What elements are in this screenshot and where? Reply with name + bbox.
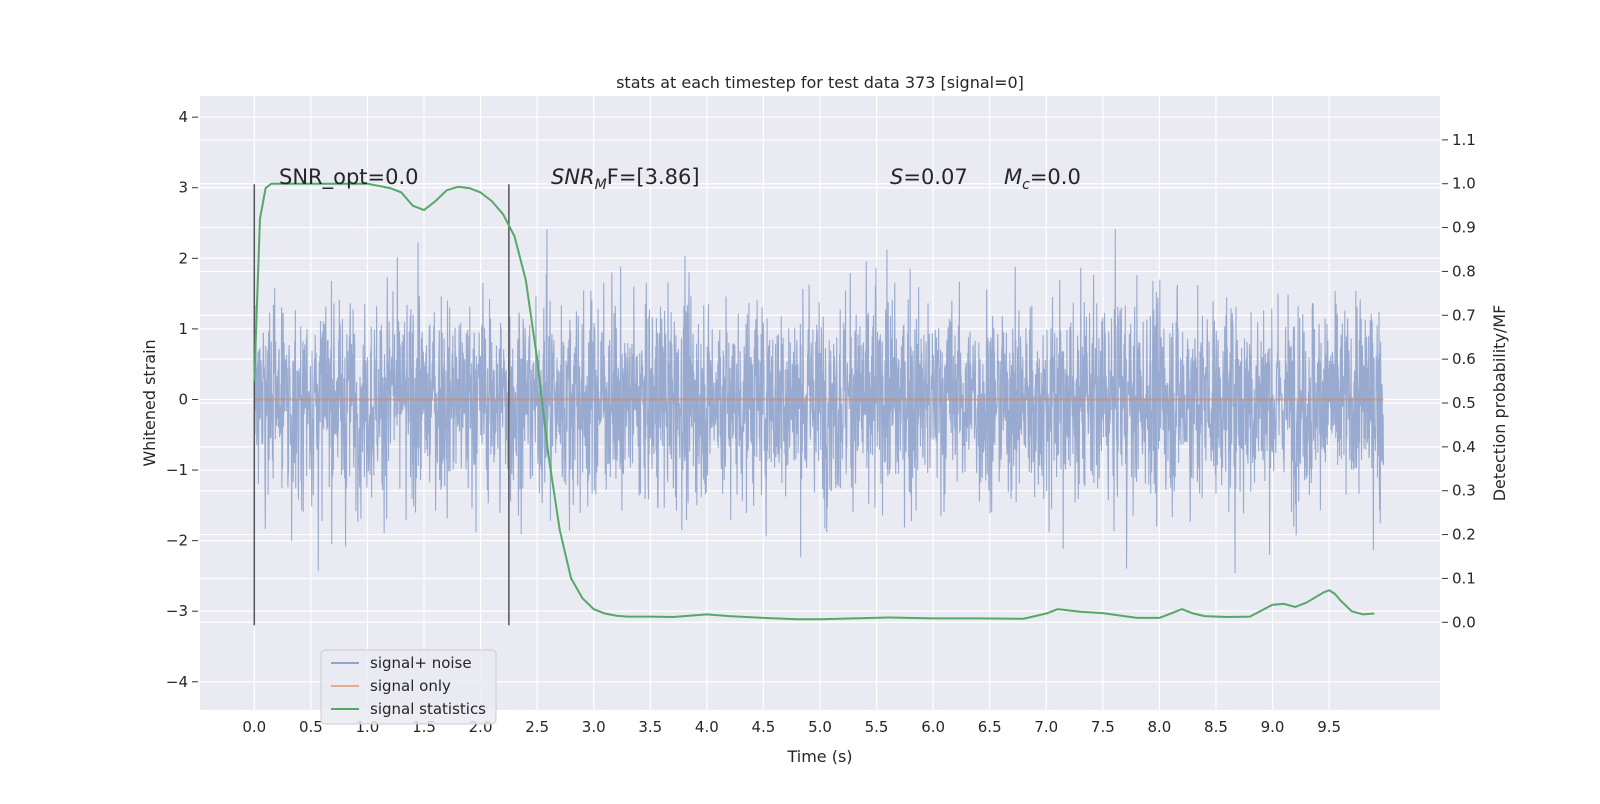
legend-label-signal-only: signal only [370,677,451,695]
legend-label-signal-statistics: signal statistics [370,700,486,718]
right-y-tick-label: 0.0 [1452,613,1476,631]
annotation-snr-mf-base: SNR [551,165,595,189]
x-tick-label: 6.0 [921,718,945,736]
x-tick-label: 5.5 [865,718,889,736]
annotation-s-value: =0.07 [903,165,967,189]
x-tick-label: 7.5 [1091,718,1115,736]
annotation-mc-var: M [1004,165,1022,189]
right-y-tick-label: 0.9 [1452,219,1476,237]
legend-label-signal-noise: signal+ noise [370,654,472,672]
left-y-tick-label: 1 [178,320,188,338]
right-y-tick-label: 0.7 [1452,306,1476,324]
right-y-tick-label: 0.2 [1452,526,1476,544]
signal-statistics-series [253,182,1375,621]
right-y-tick-label: 0.5 [1452,394,1476,412]
right-y-tick-label: 0.3 [1452,482,1476,500]
x-tick-label: 0.5 [299,718,323,736]
x-tick-label: 5.0 [808,718,832,736]
annotation-snr-opt: SNR_opt=0.0 [279,165,419,190]
right-y-tick-label: 0.8 [1452,262,1476,280]
annotations: SNR_opt=0.0 SNRMF=[3.86] S=0.07 Mc=0.0 [279,165,1081,193]
signal-noise-line [253,229,1384,573]
left-y-axis-ticks: 4 3 2 1 0 −1 −2 −3 −4 [166,108,198,691]
left-y-tick-label: 0 [178,390,188,408]
left-y-tick-label: −1 [166,461,188,479]
annotation-mc: Mc=0.0 [1004,165,1081,193]
annotation-mc-value: =0.0 [1030,165,1081,189]
annotation-mc-sub: c [1022,177,1030,193]
left-y-axis-title: Whitened strain [140,339,159,466]
left-y-tick-label: 3 [178,179,188,197]
annotation-s-var: S [890,165,903,189]
right-y-tick-label: 0.4 [1452,438,1476,456]
x-tick-label: 2.5 [525,718,549,736]
left-y-tick-label: 2 [178,249,188,267]
right-y-tick-label: 0.1 [1452,569,1476,587]
signal-statistics-line [253,182,1375,621]
x-tick-label: 8.5 [1204,718,1228,736]
x-axis-title: Time (s) [786,747,852,766]
annotation-snr-mf-sub: M [595,177,607,193]
signal-noise-series [253,229,1384,573]
legend: signal+ noise signal only signal statist… [320,649,497,725]
left-y-tick-label: 4 [178,108,188,126]
x-tick-label: 4.0 [695,718,719,736]
x-tick-label: 3.0 [582,718,606,736]
annotation-snr-mf-value: F=[3.86] [607,165,700,189]
right-y-tick-label: 1.0 [1452,175,1476,193]
right-y-axis-ticks: 1.1 1.0 0.9 0.8 0.7 0.6 0.5 0.4 0.3 0.2 0.1 0.0 [1442,131,1476,631]
annotation-snr-mf: SNRMF=[3.86] [551,165,700,193]
x-tick-label: 4.5 [752,718,776,736]
marker-lines [253,184,510,626]
left-y-tick-label: −4 [166,673,188,691]
x-tick-label: 6.5 [978,718,1002,736]
left-y-tick-label: −2 [166,532,188,550]
x-tick-label: 0.0 [242,718,266,736]
x-tick-label: 8.0 [1147,718,1171,736]
right-y-axis-title: Detection probability/MF [1490,305,1509,502]
left-y-tick-label: −3 [166,602,188,620]
x-tick-label: 9.0 [1261,718,1285,736]
right-y-tick-label: 1.1 [1452,131,1476,149]
annotation-s: S=0.07 [890,165,968,189]
x-tick-label: 9.5 [1317,718,1341,736]
x-tick-label: 7.0 [1034,718,1058,736]
legend-box [320,649,497,725]
chart-title: stats at each timestep for test data 373… [616,73,1024,92]
right-y-tick-label: 0.6 [1452,350,1476,368]
x-tick-label: 3.5 [638,718,662,736]
